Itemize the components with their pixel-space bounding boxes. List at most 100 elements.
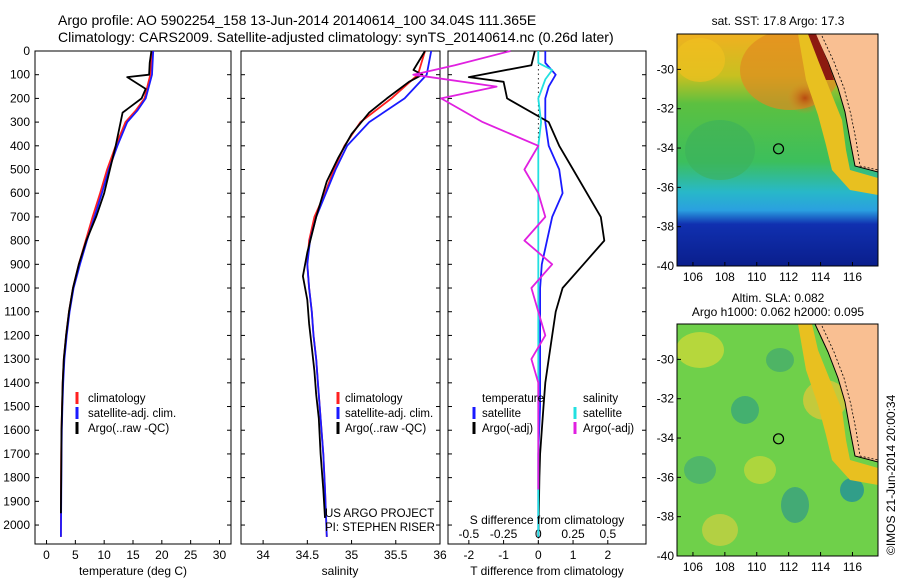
sst-map-axes: 106 108 110 112 114 116 -30 -32 -34 -36 -38 -40 xyxy=(657,62,863,284)
x-tick-label: 2 xyxy=(604,548,611,562)
series-t-satellite xyxy=(537,51,564,537)
difference-panel-frame xyxy=(447,50,647,545)
legend-label-satellite: satellite-adj. clim. xyxy=(345,408,433,420)
x-tick-label: 1 xyxy=(570,548,577,562)
map-y-tick-label: -32 xyxy=(657,392,675,406)
legend-label-s-argo: Argo(-adj) xyxy=(583,423,634,435)
legend-label-argo: Argo(..raw -QC) xyxy=(88,423,169,435)
map-y-tick-label: -30 xyxy=(657,352,675,366)
map-x-tick-label: 110 xyxy=(747,270,766,284)
sst-argo-marker xyxy=(772,143,785,155)
sla-coast-dotted xyxy=(821,325,878,461)
map-x-tick-label: 116 xyxy=(843,560,862,574)
depth-axis: 0 100 200 300 400 500 600 700 800 900 1000 1100 1200… xyxy=(3,44,646,532)
sla-map-frame xyxy=(676,323,879,557)
sla-map xyxy=(677,324,878,556)
map-x-tick-label: 112 xyxy=(779,270,798,284)
difference-legend: temperature satellite Argo(-adj) salinit… xyxy=(472,393,634,435)
s-difference-axis-label: S difference from climatology xyxy=(470,513,625,527)
legend-label-t-satellite: satellite xyxy=(482,408,521,420)
depth-tick-label: 1500 xyxy=(3,400,30,414)
x-tick-label: 10 xyxy=(97,548,111,562)
sla-yellow-3 xyxy=(744,456,776,484)
x-tick-label: -1 xyxy=(498,548,509,562)
x-tick-label: -2 xyxy=(464,548,475,562)
x-tick-label: 34.5 xyxy=(296,548,320,562)
sla-map-title: Altim. SLA: 0.082 xyxy=(732,291,825,305)
sst-land xyxy=(814,34,878,173)
x2-tick-label: -0.5 xyxy=(458,527,479,541)
sst-coast-band xyxy=(798,34,878,195)
map-y-tick-label: -34 xyxy=(657,141,675,155)
x2-tick-label: 0.5 xyxy=(599,527,616,541)
map-y-tick-label: -38 xyxy=(657,510,675,524)
sla-teal-1 xyxy=(731,396,759,424)
x-tick-label: 0 xyxy=(43,548,50,562)
depth-tick-label: 1300 xyxy=(3,352,30,366)
sst-dark-shelf xyxy=(808,34,834,80)
x-tick-label: 25 xyxy=(184,548,198,562)
x-tick-label: 35.5 xyxy=(384,548,408,562)
map-y-tick-label: -36 xyxy=(657,180,675,194)
depth-tick-label: 1400 xyxy=(3,376,30,390)
header-line1: Argo profile: AO 5902254_158 13-Jun-2014… xyxy=(58,12,536,28)
sla-map-axes: 106 108 110 112 114 116 -30 -32 -34 -36 -38 -40 xyxy=(657,352,863,574)
sst-green-patch xyxy=(685,120,755,180)
map-x-tick-label: 108 xyxy=(715,560,735,574)
temperature-axis-label: temperature (deg C) xyxy=(79,564,187,578)
temperature-legend: climatology satellite-adj. clim. Argo(..… xyxy=(75,392,176,435)
x-tick-label: 15 xyxy=(126,548,140,562)
depth-tick-label: 1600 xyxy=(3,423,30,437)
depth-tick-label: 400 xyxy=(10,139,30,153)
map-x-tick-label: 116 xyxy=(843,270,862,284)
x-tick-label: 34 xyxy=(256,548,270,562)
depth-tick-label: 800 xyxy=(10,234,30,248)
legend-heading-temperature: temperature xyxy=(482,393,544,405)
depth-tick-label: 500 xyxy=(10,163,30,177)
pi-annotation: PI: STEPHEN RISER xyxy=(325,522,435,534)
depth-tick-label: 0 xyxy=(23,44,30,58)
map-x-tick-label: 114 xyxy=(811,270,830,284)
sla-yellow-1 xyxy=(677,332,724,368)
salinity-axis-label: salinity xyxy=(322,564,359,578)
x-tick-label: 30 xyxy=(213,548,227,562)
x2-tick-label: -0.25 xyxy=(490,527,518,541)
map-y-tick-label: -34 xyxy=(657,431,675,445)
sla-teal-3 xyxy=(781,487,809,523)
depth-tick-label: 300 xyxy=(10,115,30,129)
t-difference-axis-label: T difference from climatology xyxy=(470,564,624,578)
x-tick-label: 20 xyxy=(155,548,169,562)
map-y-tick-label: -32 xyxy=(657,102,675,116)
legend-label-s-satellite: satellite xyxy=(583,408,622,420)
series-s-argo-adj xyxy=(412,50,554,490)
x-tick-label: 0 xyxy=(535,548,542,562)
depth-tick-label: 100 xyxy=(10,68,30,82)
depth-tick-label: 700 xyxy=(10,210,30,224)
depth-tick-label: 1200 xyxy=(3,328,30,342)
project-annotation: US ARGO PROJECT xyxy=(325,508,434,520)
x-tick-label: 5 xyxy=(72,548,79,562)
map-y-tick-label: -36 xyxy=(657,470,675,484)
legend-heading-salinity: salinity xyxy=(583,393,618,405)
map-y-tick-label: -38 xyxy=(657,220,675,234)
sla-teal-2 xyxy=(684,456,716,484)
map-x-tick-label: 106 xyxy=(683,270,703,284)
series-satellite-adj-clim xyxy=(306,50,433,537)
map-x-tick-label: 108 xyxy=(715,270,735,284)
x2-tick-label: 0.25 xyxy=(561,527,585,541)
x-tick-label: 35 xyxy=(345,548,359,562)
depth-tick-label: 1800 xyxy=(3,471,30,485)
depth-tick-label: 900 xyxy=(10,257,30,271)
x-tick-label: 36 xyxy=(433,548,447,562)
sst-map-frame xyxy=(676,33,879,267)
sst-coast-dotted xyxy=(821,35,878,171)
depth-tick-label: 2000 xyxy=(3,518,30,532)
sst-yellow-patch xyxy=(677,38,725,82)
map-x-tick-label: 114 xyxy=(811,560,830,574)
depth-tick-label: 1000 xyxy=(3,281,30,295)
map-x-tick-label: 106 xyxy=(683,560,703,574)
series-t-argo-adj xyxy=(467,50,606,537)
sla-argo-marker xyxy=(772,433,785,445)
sla-map-subtitle: Argo h1000: 0.062 h2000: 0.095 xyxy=(692,305,864,319)
salinity-panel: 34 34.5 35 35.5 36 xyxy=(256,50,447,562)
